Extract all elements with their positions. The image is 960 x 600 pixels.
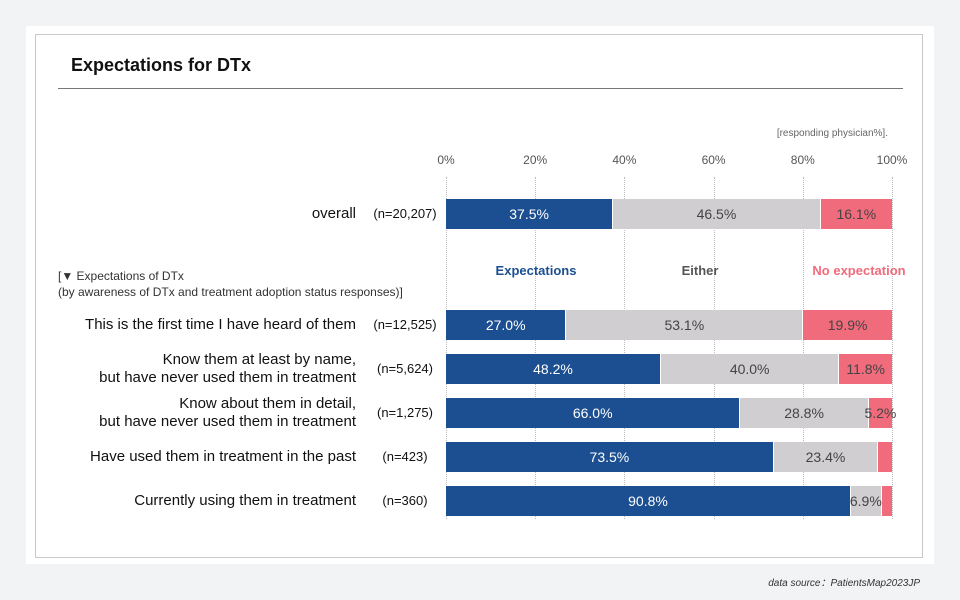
row-sample-size: (n=1,275) — [376, 405, 433, 420]
bar-segment-expectations: 37.5% — [446, 199, 614, 229]
bar-segment-no_expectation: 16.1% — [820, 199, 892, 229]
x-tick-label: 0% — [437, 153, 455, 167]
bar-segment-expectations: 27.0% — [446, 310, 567, 340]
legend-no_expectation: No expectation — [812, 263, 906, 278]
x-tick-label: 20% — [523, 153, 548, 167]
bar-value-label: 73.5% — [589, 449, 630, 465]
bar-segment-expectations: 73.5% — [446, 442, 774, 472]
gridline — [446, 177, 447, 519]
data-source: data source：PatientsMap2023JP — [768, 578, 920, 589]
x-tick-label: 100% — [876, 153, 908, 167]
gridline — [535, 177, 537, 519]
gridline — [802, 177, 804, 519]
bar-value-label: 27.0% — [485, 317, 526, 333]
bar-segment-no_expectation: 5.2% — [864, 398, 896, 428]
row-sample-size: (n=5,624) — [376, 361, 433, 376]
row-sample-size: (n=12,525) — [373, 317, 437, 332]
bar-value-label: 28.8% — [784, 405, 824, 421]
legend-either: Either — [681, 263, 719, 278]
row-label-line: but have never used them in treatment — [99, 369, 356, 386]
bar-segment-no_expectation — [878, 442, 892, 472]
bar-segment-expectations: 48.2% — [446, 354, 661, 384]
bar-segment-expectations: 90.8% — [446, 486, 851, 516]
bar-segment-expectations: 66.0% — [446, 398, 741, 428]
group-caption-line2: (by awareness of DTx and treatment adopt… — [58, 285, 403, 299]
row-sample-size: (n=20,207) — [373, 206, 437, 221]
x-tick-label: 80% — [790, 153, 815, 167]
group-caption: [▼ Expectations of DTx (by awareness of … — [58, 268, 403, 300]
bar-segment-either: 28.8% — [740, 398, 869, 428]
bar-segment-either: 23.4% — [773, 442, 879, 472]
row-label-line: Know them at least by name, — [162, 351, 356, 368]
bar-value-label: 53.1% — [664, 317, 705, 333]
row-label-line: but have never used them in treatment — [99, 413, 356, 430]
legend-expectations: Expectations — [495, 263, 577, 278]
bar-value-label: 16.1% — [836, 206, 877, 222]
gridline — [713, 177, 715, 519]
row-sample-size: (n=360) — [382, 493, 428, 508]
row-label: Know about them in detail, but have never… — [99, 395, 356, 431]
group-caption-line1: [▼ Expectations of DTx — [58, 269, 184, 283]
bar-segment-either: 6.9% — [849, 486, 882, 516]
row-label: overall — [312, 205, 356, 223]
row-label: Currently using them in treatment — [134, 492, 356, 510]
row-label: This is the first time I have heard of t… — [85, 316, 356, 334]
unit-note: [responding physician%]. — [776, 128, 888, 139]
bar-value-label: 46.5% — [696, 206, 737, 222]
row-label-line: This is the first time I have heard of t… — [85, 316, 356, 333]
title-divider — [58, 88, 903, 89]
row-sample-size: (n=423) — [382, 449, 428, 464]
row-label-line: Currently using them in treatment — [134, 492, 356, 509]
x-tick-label: 60% — [701, 153, 726, 167]
bar-value-label: 23.4% — [805, 449, 846, 465]
gridline — [624, 177, 626, 519]
bar-value-label: 11.8% — [846, 361, 885, 377]
bar-value-label: 19.9% — [827, 317, 868, 333]
bar-value-label: 66.0% — [572, 405, 613, 421]
bar-value-label: 40.0% — [729, 361, 770, 377]
bar-segment-no_expectation — [881, 486, 892, 516]
bar-segment-no_expectation: 19.9% — [803, 310, 892, 340]
bar-value-label: 5.2% — [864, 405, 897, 421]
bar-segment-either: 53.1% — [566, 310, 804, 340]
row-label-line: Know about them in detail, — [179, 395, 356, 412]
bar-value-label: 90.8% — [628, 493, 668, 509]
row-label: Have used them in treatment in the past — [90, 448, 356, 466]
row-label: Know them at least by name, but have neve… — [99, 351, 356, 387]
chart-title: Expectations for DTx — [71, 55, 252, 75]
bar-value-label: 6.9% — [849, 493, 882, 509]
row-label-line: Have used them in treatment in the past — [90, 448, 356, 465]
bar-segment-either: 40.0% — [660, 354, 840, 384]
bar-value-label: 48.2% — [533, 361, 573, 377]
bar-segment-no_expectation: 11.8% — [839, 354, 892, 384]
row-label-line: overall — [311, 205, 356, 222]
gridline — [892, 177, 893, 519]
bar-segment-either: 46.5% — [613, 199, 821, 229]
bar-value-label: 37.5% — [509, 206, 549, 222]
x-tick-label: 40% — [612, 153, 637, 167]
